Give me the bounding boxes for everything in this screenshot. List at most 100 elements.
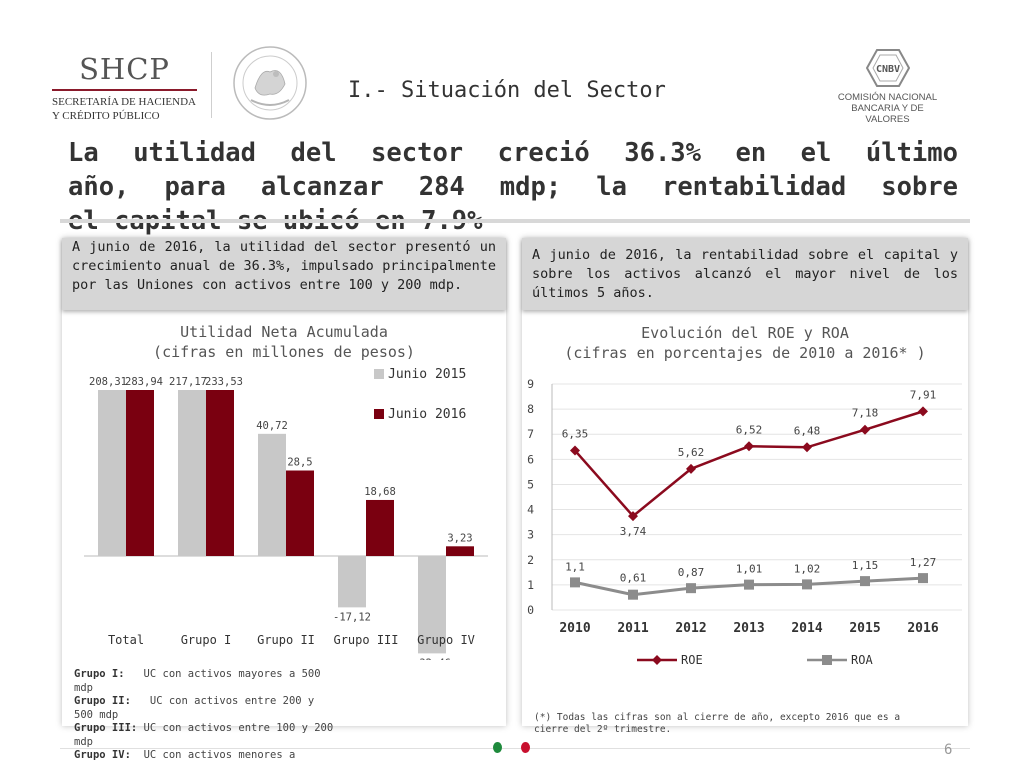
- x-tick-label: 2013: [733, 621, 764, 636]
- line-data-label: 1,01: [736, 563, 763, 576]
- right-callout-text: A junio de 2016, la rentabilidad sobre e…: [532, 247, 958, 301]
- shcp-logo-bar: [52, 89, 197, 91]
- note-text: UC con activos menores a: [143, 749, 296, 761]
- legend-label: ROE: [681, 653, 703, 667]
- bar-category-label: Grupo I: [181, 633, 232, 647]
- x-tick-label: 2010: [559, 621, 590, 636]
- legend-label: Junio 2015: [388, 367, 466, 382]
- y-tick-label: 6: [527, 452, 534, 466]
- roa-point: [628, 589, 638, 600]
- bar-category-label: Grupo IV: [417, 633, 475, 647]
- note-item: Grupo II: UC con activos entre 200 y 500…: [74, 695, 334, 722]
- cnbv-line1: COMISIÓN NACIONAL: [837, 92, 938, 103]
- roe-point: [802, 442, 812, 453]
- roa-point: [570, 577, 580, 588]
- note-item: Grupo IV: UC con activos menores a: [74, 749, 334, 763]
- bar: [338, 556, 366, 608]
- right-panel: [522, 238, 968, 726]
- headline-rule: [60, 219, 970, 223]
- page-number: 6: [944, 742, 953, 758]
- x-tick-label: 2014: [791, 621, 822, 636]
- roa-point: [860, 576, 870, 587]
- note-key: Grupo IV:: [74, 749, 131, 761]
- note-text: UC con activos entre 200 y 500 mdp: [74, 695, 315, 721]
- roe-point: [918, 406, 928, 417]
- shcp-logo: SHCP SECRETARÍA DE HACIENDA Y CRÉDITO PÚ…: [52, 52, 197, 123]
- y-tick-label: 8: [527, 402, 534, 416]
- footer-rule: [60, 748, 970, 749]
- bar-data-label: 40,72: [256, 420, 288, 432]
- bar-data-label: 28,5: [287, 457, 312, 469]
- line-chart-title-block: Evolución del ROE y ROA (cifras en porce…: [522, 323, 968, 363]
- y-tick-label: 3: [527, 528, 534, 542]
- bar-data-label: -17,12: [333, 611, 371, 623]
- bar-chart-title-block: Utilidad Neta Acumulada (cifras en millo…: [62, 322, 506, 362]
- bar: [206, 390, 234, 556]
- note-item: Grupo III: UC con activos entre 100 y 20…: [74, 722, 334, 749]
- x-tick-label: 2012: [675, 621, 706, 636]
- bar-category-label: Grupo II: [257, 633, 315, 647]
- bar-category-label: Total: [108, 633, 144, 647]
- roe-point: [570, 445, 580, 456]
- bar-category-label: Grupo III: [333, 633, 398, 647]
- shcp-logo-text: SHCP: [79, 52, 170, 86]
- x-tick-label: 2015: [849, 621, 880, 636]
- y-tick-label: 0: [527, 603, 534, 617]
- group-notes: Grupo I: UC con activos mayores a 500 md…: [74, 668, 334, 763]
- line-data-label: 0,87: [678, 566, 705, 579]
- bar: [418, 556, 446, 654]
- note-item: Grupo I: UC con activos mayores a 500 md…: [74, 668, 334, 695]
- line-data-label: 6,52: [736, 423, 763, 436]
- headline-line2: año, para alcanzar 284 mdp; la rentabili…: [68, 172, 958, 202]
- line-data-label: 5,62: [678, 446, 705, 459]
- bar: [126, 390, 154, 556]
- roa-point: [802, 579, 812, 590]
- cnbv-line2: BANCARIA Y DE VALORES: [851, 103, 924, 125]
- legend-swatch: [374, 369, 384, 379]
- legend-swatch: [374, 409, 384, 419]
- roe-point: [744, 441, 754, 452]
- note-text: UC con activos mayores a 500 mdp: [74, 668, 321, 694]
- national-seal-icon: [233, 46, 307, 120]
- bar-data-label: 283,94: [125, 376, 163, 388]
- left-callout: A junio de 2016, la utilidad del sector …: [62, 238, 506, 310]
- section-title: I.- Situación del Sector: [348, 78, 666, 103]
- bar-data-label: 18,68: [364, 486, 396, 498]
- note-key: Grupo I:: [74, 668, 125, 680]
- legend-marker: [652, 655, 662, 665]
- headline-line1: La utilidad del sector creció 36.3% en e…: [68, 138, 958, 168]
- roe-point: [628, 511, 638, 522]
- footer-dot-green: [493, 742, 502, 753]
- line-data-label: 6,35: [562, 428, 589, 441]
- line-data-label: 1,27: [910, 556, 937, 569]
- line-data-label: 1,02: [794, 562, 821, 575]
- y-tick-label: 7: [527, 427, 534, 441]
- bar: [178, 390, 206, 556]
- line-data-label: 7,18: [852, 407, 879, 420]
- left-callout-text: A junio de 2016, la utilidad del sector …: [72, 239, 496, 293]
- shcp-logo-line1: SECRETARÍA DE HACIENDA: [52, 96, 196, 108]
- line-data-label: 1,15: [852, 559, 879, 572]
- right-callout: A junio de 2016, la rentabilidad sobre e…: [522, 238, 968, 310]
- roa-point: [686, 583, 696, 594]
- line-chart-title: Evolución del ROE y ROA: [641, 324, 849, 342]
- y-tick-label: 4: [527, 503, 534, 517]
- roe-point: [860, 424, 870, 435]
- bar: [258, 433, 286, 556]
- note-key: Grupo III:: [74, 722, 138, 734]
- roa-point: [744, 579, 754, 590]
- line-data-label: 7,91: [910, 388, 937, 401]
- bar-chart-subtitle: (cifras en millones de pesos): [153, 343, 415, 361]
- note-key: Grupo II:: [74, 695, 131, 707]
- shcp-logo-line2: Y CRÉDITO PÚBLICO: [52, 110, 160, 122]
- legend-marker: [822, 655, 832, 665]
- bar: [98, 390, 126, 556]
- cnbv-logo: CNBV COMISIÓN NACIONAL BANCARIA Y DE VAL…: [830, 48, 945, 125]
- cnbv-abbr: CNBV: [875, 64, 899, 75]
- bar-data-label: -32,46: [413, 657, 451, 660]
- x-tick-label: 2011: [617, 621, 648, 636]
- bar-chart-title: Utilidad Neta Acumulada: [180, 323, 388, 341]
- y-tick-label: 2: [527, 553, 534, 567]
- line-data-label: 6,48: [794, 424, 821, 437]
